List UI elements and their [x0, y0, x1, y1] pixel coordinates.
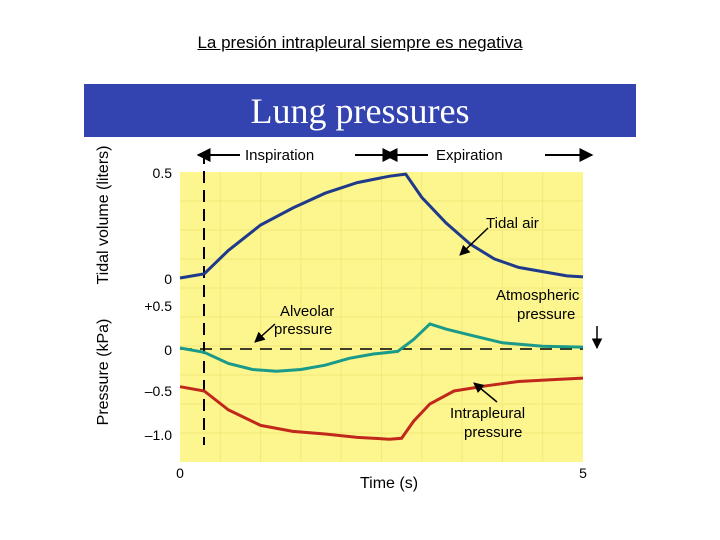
y-tick-bottom-plus-0.5: +0.5 — [144, 298, 172, 314]
banner-title: Lung pressures — [250, 90, 470, 131]
title-banner: Lung pressures — [84, 84, 636, 137]
y-tick-bottom-0: 0 — [164, 342, 172, 358]
intrapleural-pressure-line — [179, 376, 584, 441]
y-axis-title-bottom: Pressure (kPa) — [95, 319, 112, 426]
tidal-volume-line — [179, 172, 584, 280]
alveolar-pointer — [254, 323, 276, 343]
alveolar-label-line1: Alveolar — [280, 303, 334, 320]
slide-title: La presión intrapleural siempre es negat… — [197, 33, 523, 52]
x-tick-0: 0 — [176, 465, 184, 481]
atmospheric-label-line1: Atmospheric — [496, 287, 580, 304]
y-tick-bottom-minus-1.0: –1.0 — [145, 427, 172, 443]
y-tick-top-0.5: 0.5 — [153, 165, 173, 181]
x-axis-title: Time (s) — [360, 475, 418, 492]
atmospheric-label-line2: pressure — [517, 306, 575, 323]
intrapleural-label-line2: pressure — [464, 424, 522, 441]
inspiration-label: Inspiration — [245, 147, 314, 164]
y-tick-top-0: 0 — [164, 271, 172, 287]
expiration-label: Expiration — [436, 147, 503, 164]
intrapleural-pointer — [473, 382, 498, 403]
alveolar-label-line2: pressure — [274, 321, 332, 338]
tidal-air-label: Tidal air — [486, 215, 539, 232]
intrapleural-label-line1: Intrapleural — [450, 405, 525, 422]
alveolar-pressure-line — [179, 322, 584, 373]
x-tick-5: 5 — [579, 465, 587, 481]
y-axis-title-top: Tidal volume (liters) — [95, 146, 112, 285]
tidal-air-pointer — [459, 227, 489, 256]
plot-grid — [180, 172, 583, 462]
y-tick-bottom-minus-0.5: –0.5 — [145, 383, 172, 399]
